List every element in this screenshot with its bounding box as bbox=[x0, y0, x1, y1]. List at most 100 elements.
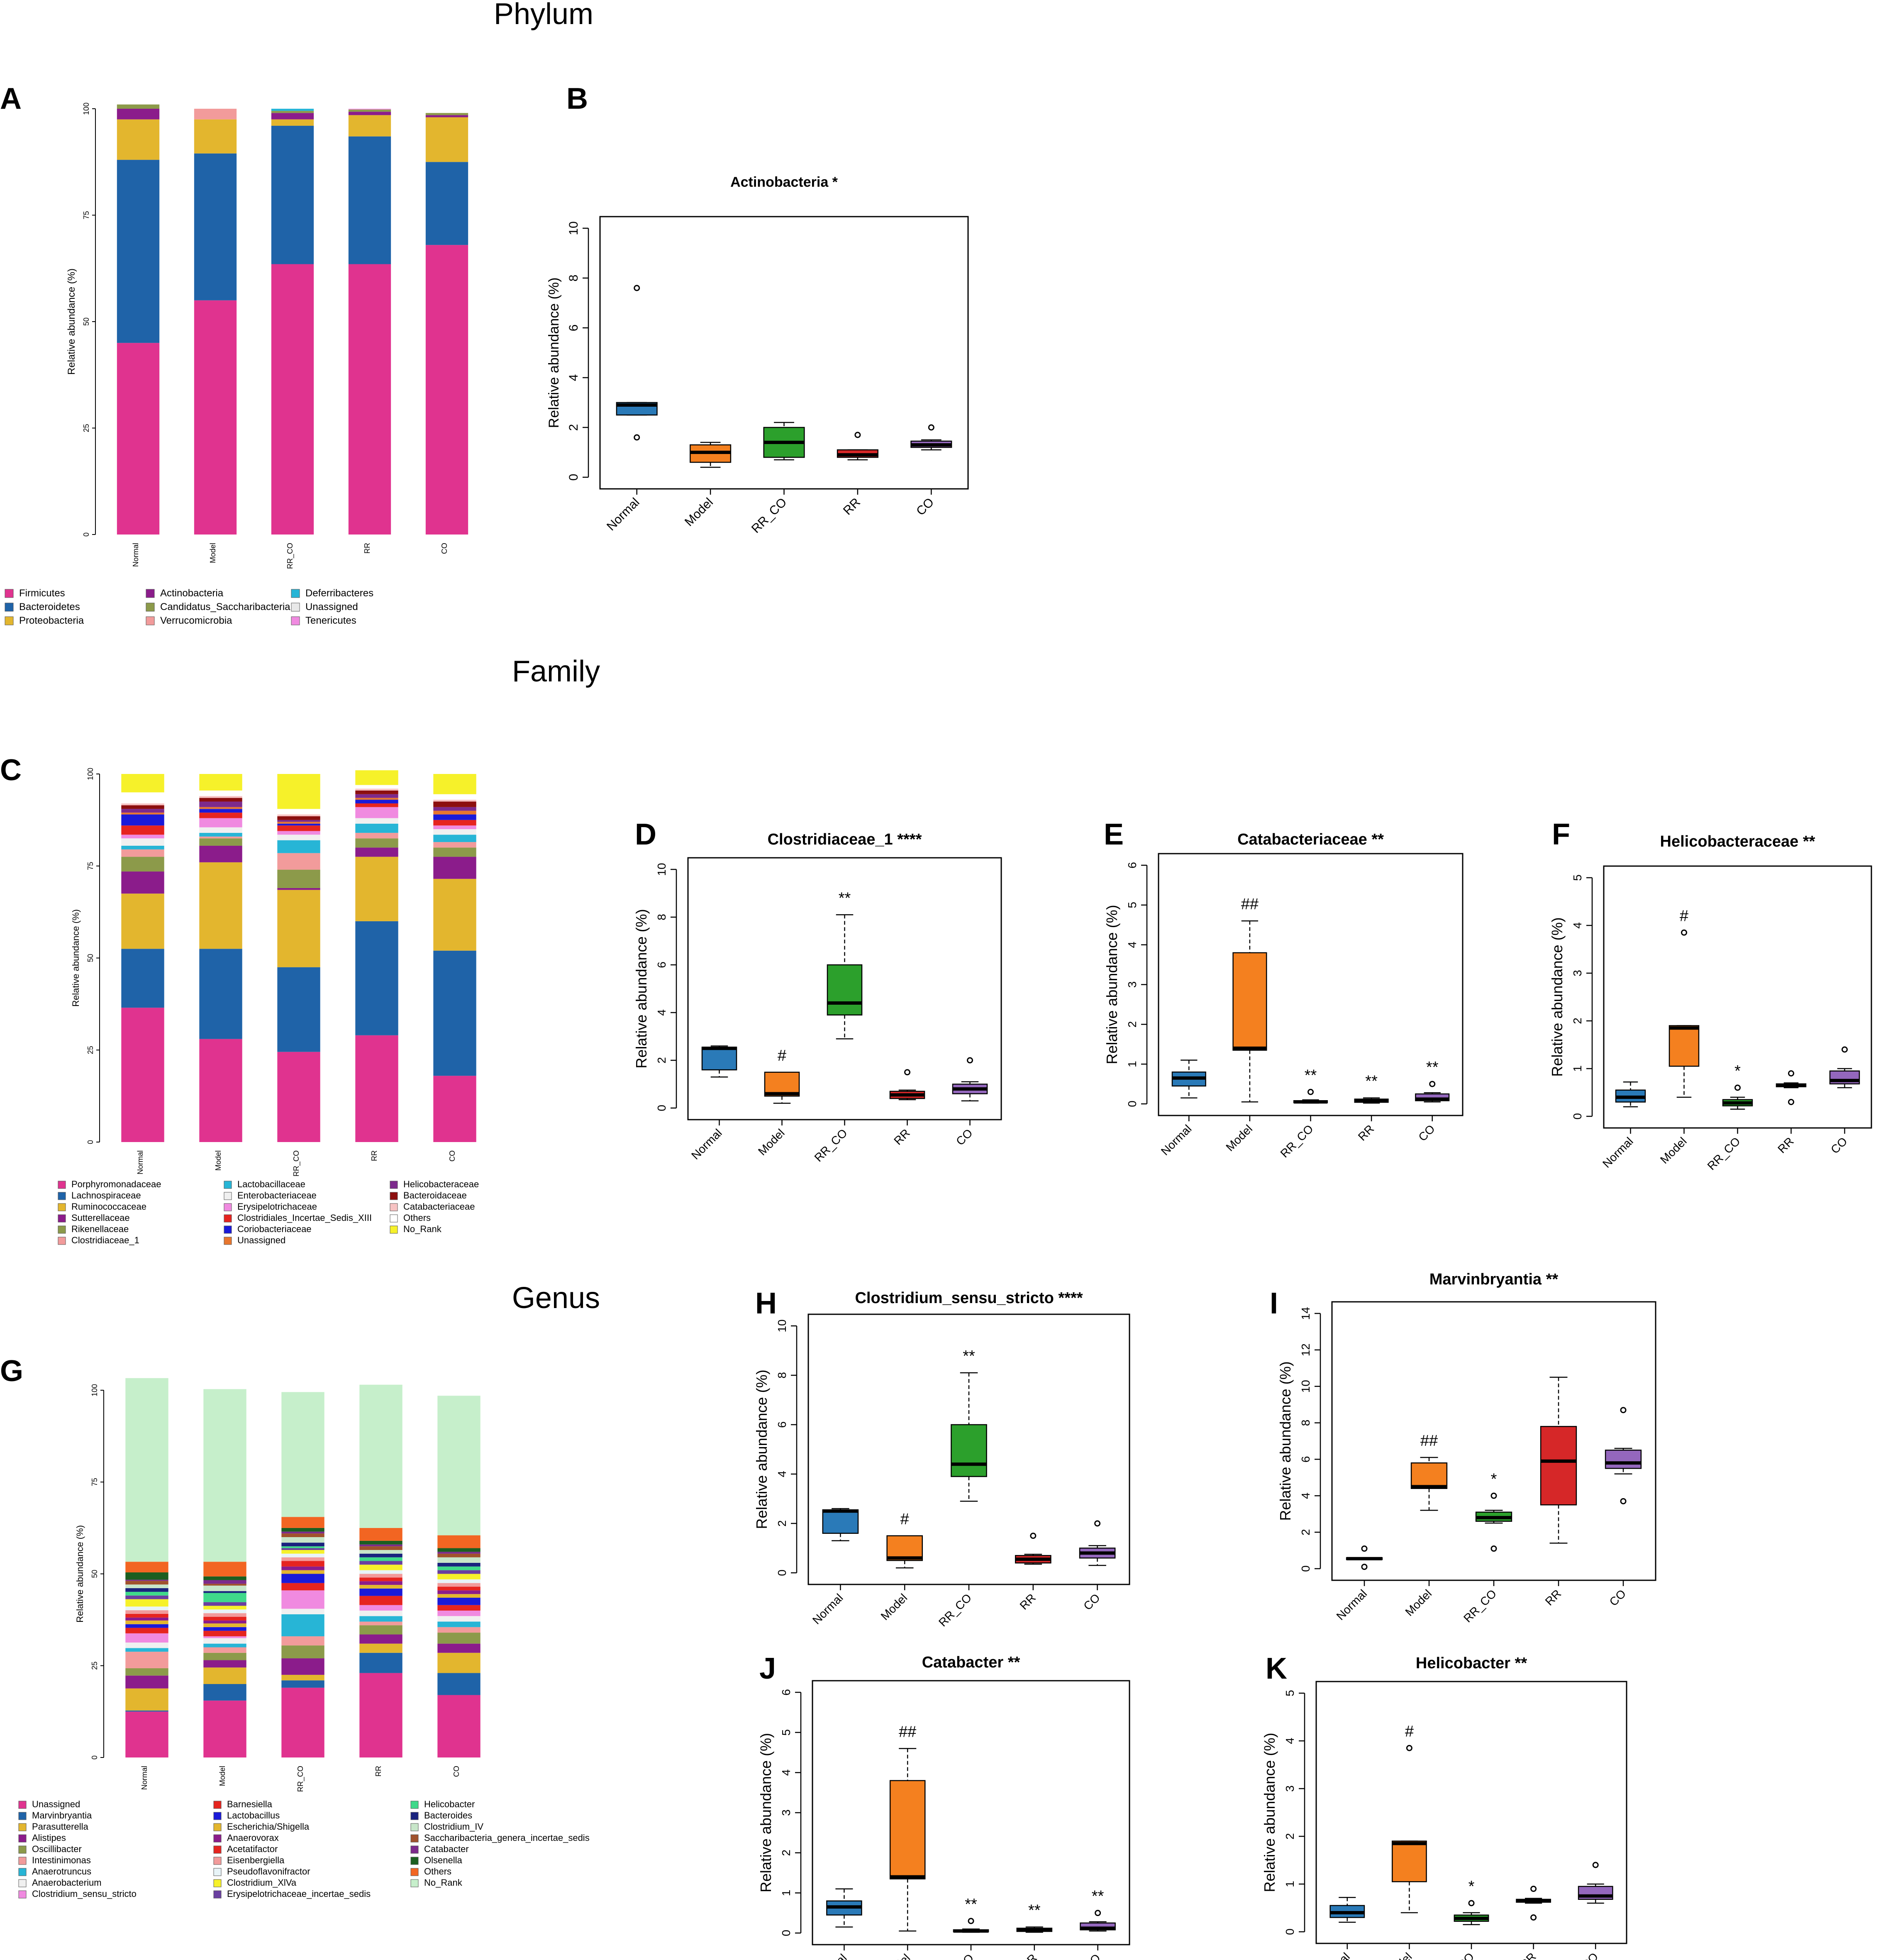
stack-segment bbox=[125, 1588, 168, 1592]
y-axis-label: Relative abundance (%) bbox=[757, 1733, 774, 1892]
stack-segment bbox=[277, 840, 320, 853]
x-tick-label: Normal bbox=[136, 1150, 144, 1174]
x-tick-label: Model bbox=[214, 1150, 222, 1171]
outlier-point bbox=[928, 424, 934, 431]
stack-segment bbox=[199, 818, 242, 827]
x-tick-label: RR bbox=[363, 543, 371, 554]
panel-e: E Catabacteriaceae ** 0 1 2 3 4 5 6 Relative abun… bbox=[1103, 818, 1464, 1160]
x-tick-label: RR_CO bbox=[1461, 1587, 1499, 1625]
stack-segment bbox=[277, 814, 320, 817]
stack-segment bbox=[433, 794, 476, 800]
stack-segment bbox=[437, 1562, 481, 1567]
legend-swatch bbox=[390, 1214, 398, 1223]
x-tick-label: RR_CO bbox=[936, 1591, 974, 1629]
outlier-point bbox=[1530, 1914, 1537, 1921]
stack-segment bbox=[125, 1595, 168, 1599]
significance-mark: ** bbox=[1028, 1902, 1041, 1919]
stack-segment bbox=[125, 1579, 168, 1581]
legend-swatch bbox=[58, 1225, 66, 1234]
x-tick-label: RR bbox=[1543, 1587, 1564, 1608]
x-tick-label: CO bbox=[452, 1766, 461, 1777]
stack-segment bbox=[437, 1598, 481, 1605]
stack-segment bbox=[203, 1602, 246, 1606]
x-tick-label: RR_CO bbox=[938, 1951, 976, 1960]
stack-segment bbox=[281, 1517, 324, 1528]
stack-segment bbox=[281, 1680, 324, 1688]
stack-segment bbox=[433, 829, 476, 835]
stack-segment bbox=[437, 1570, 481, 1574]
stack-segment bbox=[277, 809, 320, 815]
stack-segment bbox=[125, 1648, 168, 1652]
stack-segment bbox=[271, 119, 314, 126]
panel-label: C bbox=[0, 754, 22, 787]
legend-label: Parasutterella bbox=[32, 1821, 89, 1832]
stack-segment bbox=[359, 1616, 402, 1622]
stack-segment bbox=[281, 1553, 324, 1557]
stack-segment bbox=[117, 343, 160, 535]
stack-segment bbox=[355, 823, 398, 833]
x-tick-label: CO bbox=[954, 1126, 975, 1148]
panel-label: E bbox=[1104, 818, 1124, 851]
stack-segment bbox=[437, 1548, 481, 1552]
legend-label: Erysipelotrichaceae bbox=[237, 1201, 317, 1212]
stack-segment bbox=[203, 1667, 246, 1684]
x-tick-label: RR bbox=[370, 1150, 378, 1161]
box-model bbox=[1232, 952, 1267, 1051]
stack-segment bbox=[121, 849, 164, 857]
x-tick-label: Normal bbox=[1600, 1135, 1636, 1170]
stack-segment bbox=[125, 1610, 168, 1614]
legend-label: Anaerovorax bbox=[227, 1833, 279, 1843]
stack-segment bbox=[281, 1614, 324, 1636]
y-tick-label: 2 bbox=[776, 1520, 788, 1527]
stack-segment bbox=[121, 803, 164, 805]
stack-segment bbox=[199, 836, 242, 839]
y-tick-label: 4 bbox=[780, 1770, 793, 1776]
significance-mark: ** bbox=[963, 1347, 975, 1365]
legend-swatch bbox=[213, 1857, 222, 1865]
stack-segment bbox=[281, 1658, 324, 1675]
y-tick-label: 6 bbox=[1299, 1456, 1312, 1463]
y-axis-label: Relative abundance (%) bbox=[633, 909, 650, 1068]
legend-swatch bbox=[410, 1879, 419, 1887]
y-tick-label: 6 bbox=[655, 962, 668, 968]
outlier-point bbox=[1429, 1081, 1436, 1087]
stack-segment bbox=[359, 1528, 402, 1541]
box-model bbox=[1668, 1025, 1700, 1067]
plot-title: Marvinbryantia ** bbox=[1429, 1271, 1559, 1288]
legend-label: Eisenbergiella bbox=[227, 1855, 285, 1865]
outlier-point bbox=[1361, 1545, 1368, 1552]
x-tick-label: Model bbox=[218, 1766, 227, 1786]
y-axis-label: Relative abundance (%) bbox=[75, 1525, 85, 1623]
x-tick-label: Model bbox=[682, 495, 716, 529]
panel-label: K bbox=[1266, 1652, 1287, 1685]
legend-label: Saccharibacteria_genera_incertae_sedis bbox=[424, 1833, 590, 1843]
y-tick-label: 1 bbox=[1283, 1881, 1296, 1887]
x-tick-label: Model bbox=[756, 1126, 787, 1158]
stack-segment bbox=[277, 820, 320, 822]
stack-segment bbox=[281, 1548, 324, 1550]
stack-segment bbox=[437, 1583, 481, 1587]
y-tick-label: 0 bbox=[1126, 1101, 1139, 1107]
x-tick-label: Normal bbox=[604, 495, 642, 534]
stack-segment bbox=[125, 1562, 168, 1572]
stack-segment bbox=[203, 1620, 246, 1623]
legend-label: Firmicutes bbox=[19, 588, 65, 599]
x-tick-label: RR bbox=[1019, 1951, 1040, 1960]
y-tick-label: 1 bbox=[1571, 1065, 1584, 1072]
x-tick-label: Model bbox=[1658, 1135, 1689, 1166]
stack-segment bbox=[355, 838, 398, 848]
legend-swatch bbox=[5, 589, 14, 598]
legend-label: Sutterellaceae bbox=[71, 1213, 130, 1223]
stack-segment bbox=[203, 1684, 246, 1701]
outlier-point bbox=[1361, 1564, 1368, 1570]
stack-segment bbox=[437, 1673, 481, 1695]
stack-segment bbox=[117, 160, 160, 343]
panel-b: B Actinobacteria * 0 2 4 6 8 10 Relative abundan… bbox=[546, 82, 969, 536]
stack-segment bbox=[125, 1668, 168, 1676]
y-tick-label: 12 bbox=[1299, 1343, 1312, 1356]
legend-swatch bbox=[146, 589, 155, 598]
y-tick-label: 2 bbox=[567, 424, 581, 431]
stack-segment bbox=[433, 820, 476, 826]
y-tick-label: 3 bbox=[780, 1809, 793, 1816]
y-tick-label: 3 bbox=[1283, 1785, 1296, 1792]
